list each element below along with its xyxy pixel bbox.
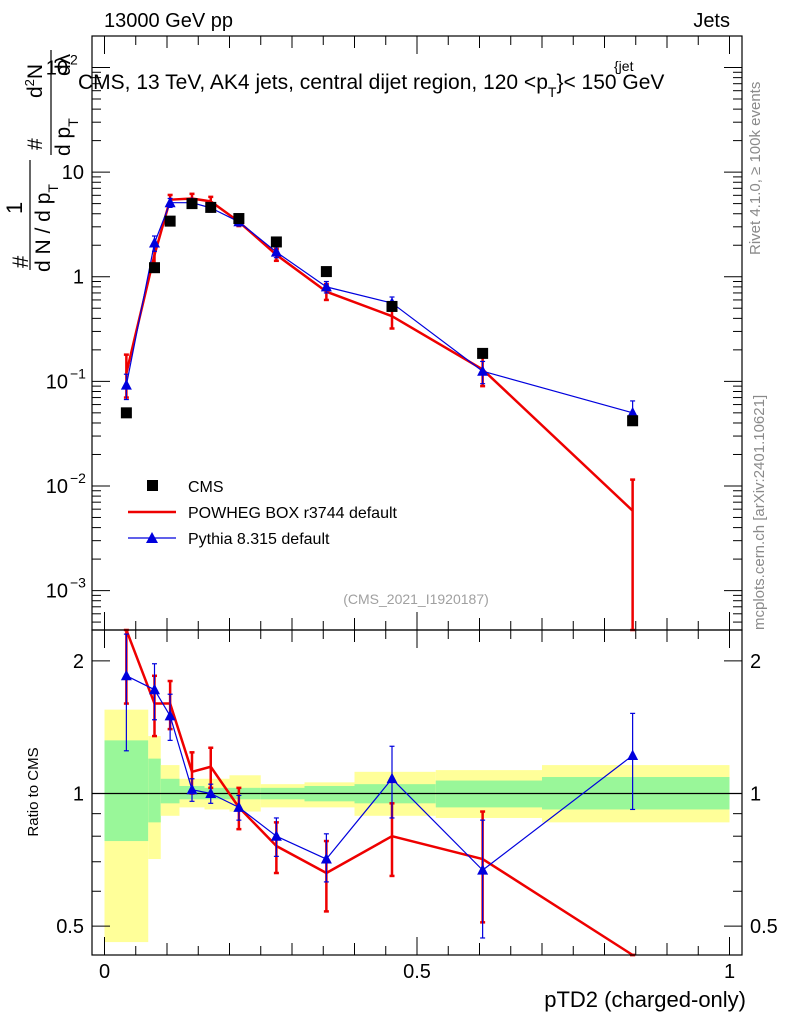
main-title: CMS, 13 TeV, AK4 jets, central dijet reg… (78, 71, 664, 100)
pythia-point (164, 196, 176, 208)
x-tick-label: 0 (99, 961, 110, 983)
cms-point (186, 198, 198, 210)
legend-marker-cms (147, 480, 158, 491)
legend-label-powheg: POWHEG BOX r3744 default (188, 505, 398, 522)
ylabel-hash1: # (8, 255, 33, 268)
ratio-y-ticks: 0.5 0.5 1 1 2 2 (56, 651, 778, 938)
cms-point (627, 415, 639, 427)
pythia-ratio-point (233, 801, 245, 812)
main-y-tick-label: 10 (46, 371, 68, 393)
x-axis-label: pTD2 (charged-only) (544, 987, 746, 1012)
pythia-point (320, 280, 332, 292)
pythia-ratio-point (270, 830, 282, 841)
pythia-ratio-point (627, 749, 639, 760)
powheg-line (125, 197, 634, 512)
ratio-y-tick-label-left: 0.5 (56, 916, 84, 938)
ylabel-den-sub: T (45, 184, 61, 193)
ratio-band-inner (104, 740, 149, 842)
ylabel-den-text: d N / d p (32, 193, 55, 272)
pythia-ratio-point (164, 709, 176, 721)
main-y-tick-label: 10 (46, 476, 68, 498)
ylabel-num2-d: d (24, 86, 47, 98)
main-y-label: # 1 d N / d pT # d pT d2N dλ (2, 50, 81, 272)
pythia-ratio-point (205, 787, 217, 798)
pythia-point (120, 379, 132, 390)
cms-point (477, 347, 489, 359)
legend-marker-pythia (146, 532, 158, 543)
ylabel-den2: d pT (52, 118, 81, 156)
ratio-bands (92, 709, 742, 943)
legend-label-cms: CMS (188, 479, 224, 496)
pythia-point (149, 237, 160, 248)
main-y-tick-exponent: 2 (70, 51, 78, 67)
main-marks (120, 192, 639, 632)
mcplots-label: mcplots.cern.ch [arXiv:2401.10621] (751, 395, 768, 630)
ratio-y-tick-label-right: 1 (750, 783, 761, 805)
pythia-ratio-point (320, 853, 332, 864)
pythia-ratio-point (120, 669, 132, 681)
pythia-point (627, 406, 639, 418)
pythia-ratio-point (186, 783, 198, 795)
ratio-marks (120, 628, 639, 957)
ylabel-hash2: # (24, 138, 47, 150)
main-y-tick-label: 10 (62, 162, 84, 184)
rivet-label: Rivet 4.1.0, ≥ 100k events (747, 82, 764, 255)
ratio-panel: 0.5 0.51 12 2 0 0.5 1 (56, 36, 778, 983)
main-title-sub: T (548, 84, 557, 100)
ratio-y-tick-label-right: 0.5 (750, 916, 778, 938)
analysis-id: (CMS_2021_I1920187) (343, 591, 489, 607)
cms-point (149, 262, 160, 274)
legend-label-pythia: Pythia 8.315 default (188, 531, 330, 548)
ratio-y-label: Ratio to CMS (25, 747, 42, 836)
ylabel-den2-text: d p (52, 127, 75, 156)
pythia-point (477, 365, 489, 376)
cms-point (320, 266, 332, 278)
ylabel-num2-n: N (24, 64, 47, 79)
main-title-text: CMS, 13 TeV, AK4 jets, central dijet reg… (78, 71, 548, 94)
main-title-tail: }< 150 GeV (556, 71, 664, 94)
pythia-ratio-point (477, 864, 489, 875)
pythia-ratio-point (386, 772, 398, 784)
ratio-y-tick-label-left: 1 (73, 783, 84, 805)
x-tick-label: 0.5 (403, 961, 431, 983)
main-title-sup: {jet (614, 58, 634, 74)
process-label: Jets (693, 10, 730, 32)
main-y-tick-exponent: −1 (70, 365, 86, 381)
cms-point (120, 407, 132, 419)
ylabel-dlambda: dλ (52, 53, 75, 76)
legend: CMS POWHEG BOX r3744 default Pythia 8.31… (128, 479, 398, 548)
energy-label: 13000 GeV pp (104, 10, 233, 32)
main-y-tick-label: 1 (73, 267, 84, 289)
cms-point (205, 201, 217, 213)
ylabel-num2: d2N (22, 64, 47, 98)
main-y-tick-label: 10 (46, 581, 68, 603)
main-y-tick-exponent: −3 (70, 575, 86, 591)
cms-point (164, 215, 176, 227)
ylabel-den2-sub: T (65, 118, 81, 127)
ratio-y-tick-label-right: 2 (750, 651, 761, 673)
ratio-band-inner (148, 758, 161, 823)
cms-point (386, 300, 398, 312)
ylabel-den: d N / d pT (32, 184, 61, 272)
cms-point (270, 236, 282, 248)
ylabel-one: 1 (2, 202, 27, 214)
cms-point (233, 213, 245, 225)
main-y-tick-exponent: −2 (70, 470, 86, 486)
pythia-ratio-point (149, 683, 160, 695)
x-ticks: 0 0.5 1 (99, 36, 735, 983)
ratio-y-tick-label-left: 2 (73, 651, 84, 673)
pythia-point (270, 246, 282, 257)
ylabel-num2-sup: 2 (22, 79, 37, 86)
pythia-line (125, 202, 633, 414)
x-tick-label: 1 (724, 961, 735, 983)
ratio-band-inner (160, 778, 180, 804)
